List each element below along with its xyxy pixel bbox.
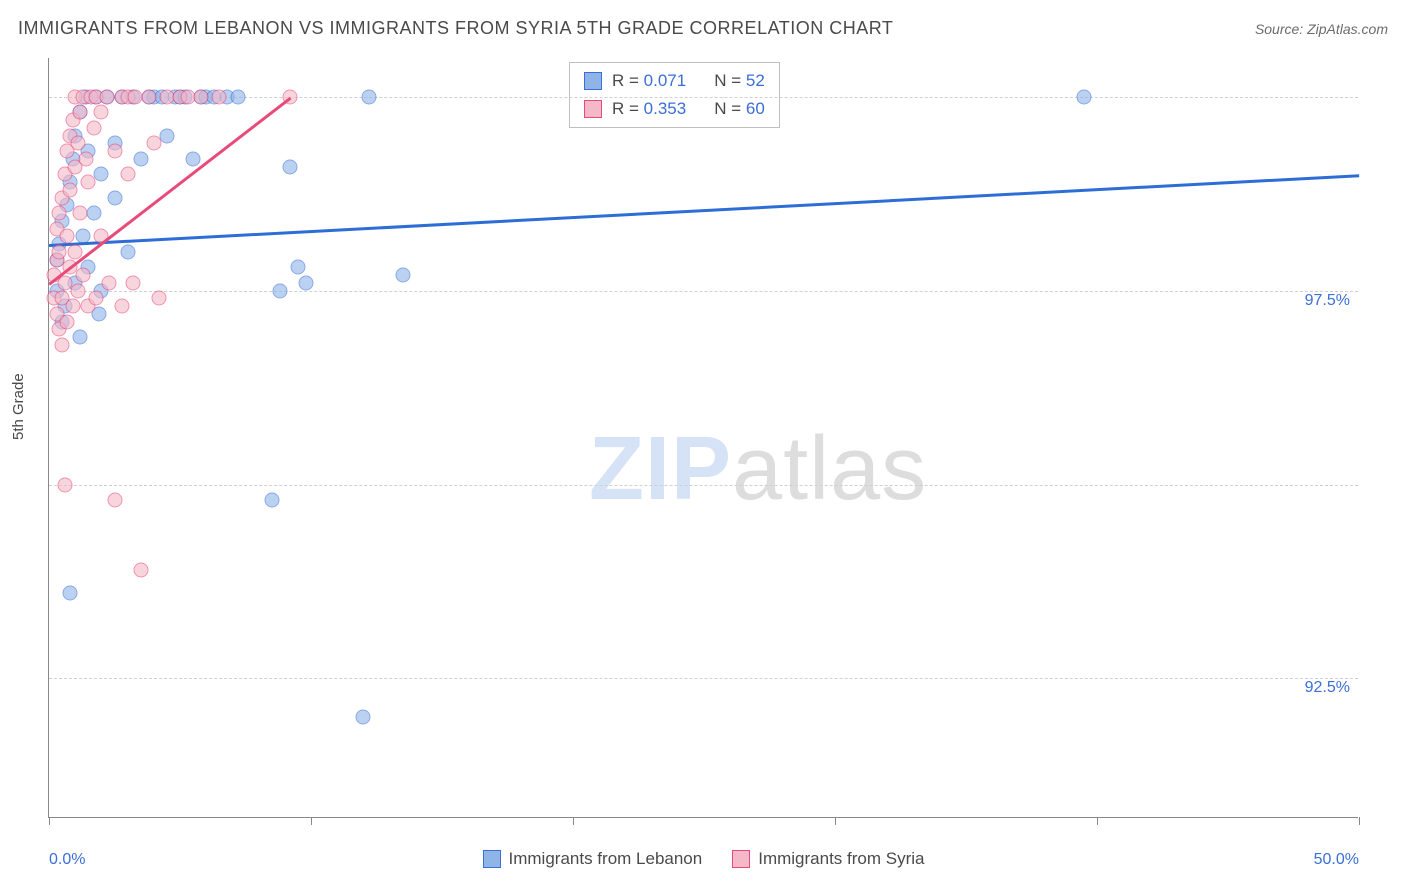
data-point — [272, 283, 287, 298]
source-prefix: Source: — [1255, 21, 1307, 37]
r-label-0: R = — [612, 71, 644, 90]
x-tick-label: 0.0% — [49, 851, 85, 869]
r-value-1: 0.353 — [644, 99, 687, 118]
x-tick-label: 50.0% — [1314, 851, 1359, 869]
data-point — [62, 586, 77, 601]
data-point — [212, 89, 227, 104]
data-point — [146, 136, 161, 151]
data-point — [120, 244, 135, 259]
data-point — [89, 291, 104, 306]
data-point — [60, 229, 75, 244]
n-label-0: N = — [714, 71, 746, 90]
watermark-zip: ZIP — [589, 419, 732, 519]
data-point — [133, 562, 148, 577]
y-tick-label: 97.5% — [1305, 292, 1350, 310]
data-point — [70, 283, 85, 298]
legend-swatch-syria — [584, 100, 602, 118]
x-tick — [311, 817, 312, 825]
bottom-swatch-lebanon — [483, 850, 501, 868]
data-point — [230, 89, 245, 104]
data-point — [356, 710, 371, 725]
data-point — [102, 275, 117, 290]
stats-row-1: R = 0.353 N = 60 — [584, 95, 765, 123]
bottom-legend: Immigrants from Lebanon Immigrants from … — [49, 849, 1358, 869]
r-label-1: R = — [612, 99, 644, 118]
y-axis-label: 5th Grade — [10, 373, 27, 440]
data-point — [361, 89, 376, 104]
bottom-label-1: Immigrants from Syria — [758, 849, 924, 869]
data-point — [94, 167, 109, 182]
data-point — [86, 206, 101, 221]
data-point — [52, 206, 67, 221]
gridline-h — [49, 678, 1358, 679]
bottom-swatch-syria — [732, 850, 750, 868]
data-point — [99, 89, 114, 104]
source-name: ZipAtlas.com — [1307, 21, 1388, 37]
watermark: ZIPatlas — [589, 418, 927, 521]
x-tick — [835, 817, 836, 825]
data-point — [94, 105, 109, 120]
x-tick — [573, 817, 574, 825]
watermark-atlas: atlas — [732, 419, 927, 519]
data-point — [1076, 89, 1091, 104]
stats-legend: R = 0.071 N = 52 R = 0.353 N = 60 — [569, 62, 780, 128]
trendline — [49, 174, 1359, 246]
gridline-h — [49, 291, 1358, 292]
data-point — [76, 268, 91, 283]
data-point — [107, 493, 122, 508]
data-point — [81, 175, 96, 190]
trendline — [48, 97, 291, 285]
data-point — [52, 244, 67, 259]
n-label-1: N = — [714, 99, 746, 118]
data-point — [73, 330, 88, 345]
plot-area: ZIPatlas R = 0.071 N = 52 R = 0.353 N = … — [48, 58, 1358, 818]
data-point — [73, 105, 88, 120]
data-point — [57, 477, 72, 492]
source-attribution: Source: ZipAtlas.com — [1255, 21, 1388, 37]
data-point — [125, 275, 140, 290]
bottom-label-0: Immigrants from Lebanon — [509, 849, 703, 869]
x-tick — [1359, 817, 1360, 825]
data-point — [65, 299, 80, 314]
data-point — [264, 493, 279, 508]
data-point — [290, 260, 305, 275]
r-value-0: 0.071 — [644, 71, 687, 90]
data-point — [62, 182, 77, 197]
data-point — [141, 89, 156, 104]
data-point — [115, 299, 130, 314]
data-point — [107, 190, 122, 205]
data-point — [152, 291, 167, 306]
data-point — [70, 136, 85, 151]
x-tick — [49, 817, 50, 825]
data-point — [283, 159, 298, 174]
data-point — [120, 167, 135, 182]
n-value-0: 52 — [746, 71, 765, 90]
data-point — [193, 89, 208, 104]
data-point — [133, 151, 148, 166]
data-point — [55, 337, 70, 352]
bottom-legend-item-1: Immigrants from Syria — [732, 849, 924, 869]
data-point — [186, 151, 201, 166]
gridline-h — [49, 97, 1358, 98]
chart-title: IMMIGRANTS FROM LEBANON VS IMMIGRANTS FR… — [18, 18, 893, 39]
data-point — [107, 144, 122, 159]
bottom-legend-item-0: Immigrants from Lebanon — [483, 849, 703, 869]
data-point — [395, 268, 410, 283]
data-point — [78, 151, 93, 166]
legend-swatch-lebanon — [584, 72, 602, 90]
stats-row-0: R = 0.071 N = 52 — [584, 67, 765, 95]
x-tick — [1097, 817, 1098, 825]
data-point — [86, 120, 101, 135]
data-point — [73, 206, 88, 221]
title-bar: IMMIGRANTS FROM LEBANON VS IMMIGRANTS FR… — [18, 18, 1388, 39]
data-point — [60, 314, 75, 329]
n-value-1: 60 — [746, 99, 765, 118]
data-point — [159, 128, 174, 143]
y-tick-label: 92.5% — [1305, 679, 1350, 697]
data-point — [298, 275, 313, 290]
gridline-h — [49, 485, 1358, 486]
